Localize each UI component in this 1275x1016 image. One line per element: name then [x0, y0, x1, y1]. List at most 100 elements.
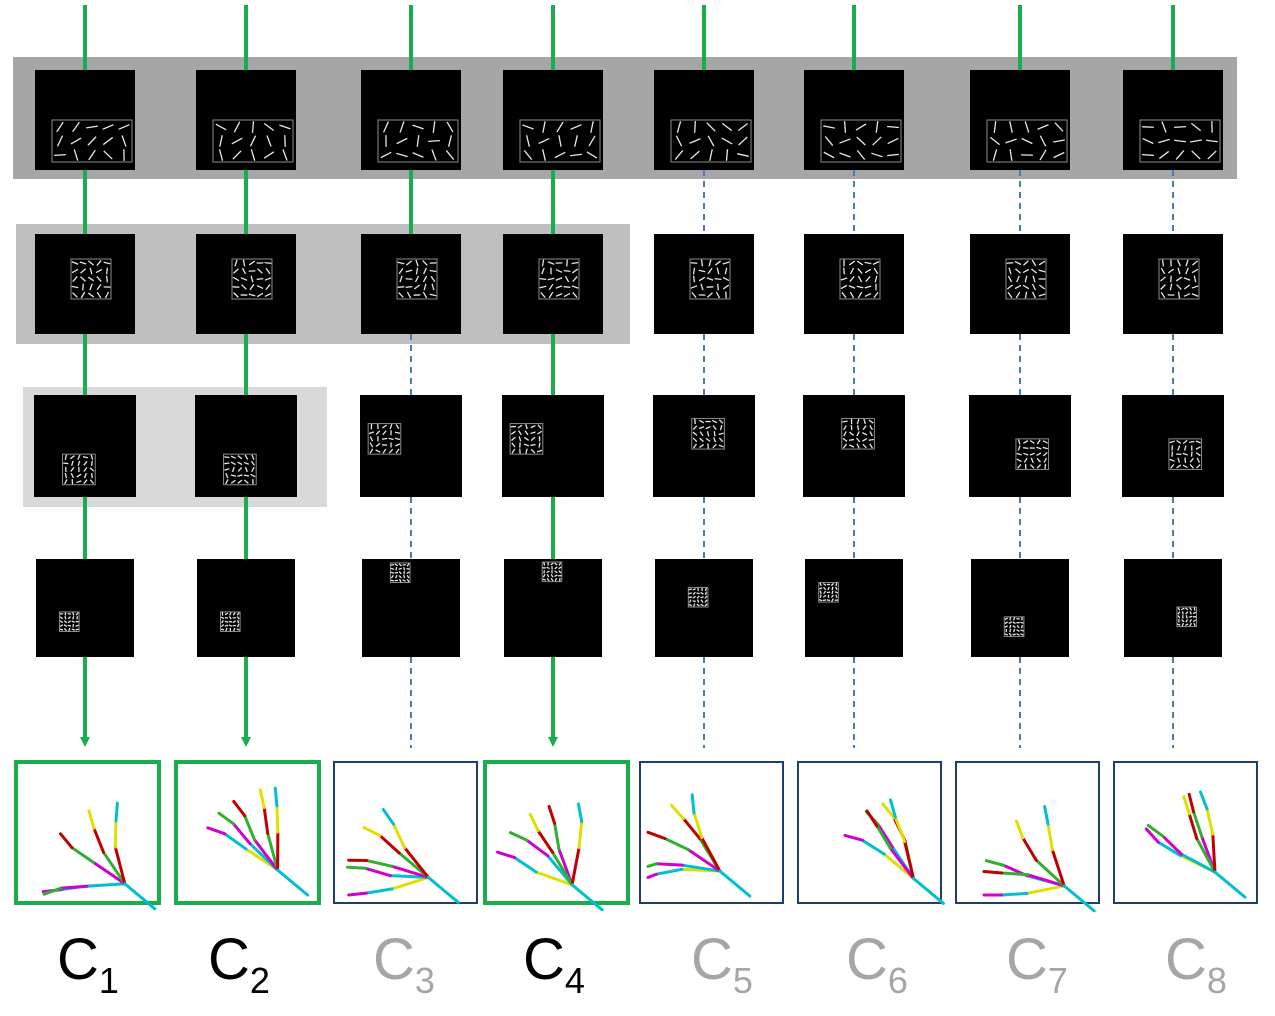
thumbnail-1-level-4 — [36, 559, 134, 657]
thumbnail-bg — [653, 395, 755, 497]
skeleton-bone — [1002, 873, 1028, 875]
feature-stroke — [564, 271, 571, 272]
thumbnail-8-level-2 — [1123, 234, 1223, 334]
feature-stroke — [708, 443, 709, 448]
pose-result-frame — [956, 762, 1099, 903]
thumbnail-6-level-2 — [804, 234, 904, 334]
feature-stroke — [691, 263, 698, 264]
feature-stroke — [1186, 615, 1187, 618]
pose-result-1 — [16, 762, 159, 909]
feature-stroke — [54, 155, 66, 156]
feature-stroke — [391, 568, 394, 569]
thumbnail-bg — [197, 559, 295, 657]
feature-stroke — [406, 279, 413, 280]
feature-stroke — [1022, 625, 1023, 628]
skeleton-bone — [349, 893, 367, 895]
feature-stroke — [107, 268, 108, 275]
thumbnail-5-level-3 — [653, 395, 755, 497]
candidate-index: 5 — [733, 960, 753, 1001]
thumbnail-bg — [503, 234, 603, 334]
skeleton-bone — [116, 803, 117, 821]
feature-stroke — [820, 595, 821, 598]
skeleton-bone — [61, 886, 87, 888]
thumbnail-bg — [805, 559, 903, 657]
pose-result-7 — [956, 762, 1099, 911]
thumbnail-bg — [971, 559, 1069, 657]
candidate-label-5: C5 — [647, 925, 797, 1016]
feature-stroke — [238, 620, 239, 623]
thumbnail-bg — [654, 234, 754, 334]
pose-result-8 — [1114, 762, 1257, 903]
feature-stroke — [869, 439, 874, 440]
pose-result-frame — [176, 762, 319, 903]
feature-stroke — [832, 587, 833, 590]
feature-stroke — [1023, 448, 1028, 449]
thumbnail-3-level-2 — [361, 234, 461, 334]
skeleton-bone — [275, 788, 277, 806]
feature-stroke — [1142, 155, 1154, 156]
feature-stroke — [92, 461, 93, 466]
thumbnail-7-level-2 — [970, 234, 1070, 334]
thumbnail-bg — [804, 234, 904, 334]
feature-stroke — [73, 612, 74, 615]
feature-stroke — [567, 260, 568, 267]
candidate-index: 1 — [99, 960, 119, 1001]
feature-stroke — [382, 439, 387, 440]
thumbnail-bg — [361, 234, 461, 334]
thumbnail-7-level-3 — [969, 395, 1071, 497]
thumbnail-3-level-1 — [361, 70, 461, 170]
feature-stroke — [820, 591, 821, 594]
feature-stroke — [1189, 441, 1194, 442]
thumbnail-bg — [655, 559, 753, 657]
feature-stroke — [849, 440, 854, 441]
feature-stroke — [265, 263, 272, 264]
candidate-label-2: C2 — [164, 925, 314, 1016]
feature-stroke — [823, 600, 826, 601]
thumbnail-bg — [196, 234, 296, 334]
feature-stroke — [395, 580, 398, 581]
skeleton-bone — [692, 795, 694, 813]
feature-stroke — [428, 141, 440, 142]
thumbnail-bg — [35, 234, 135, 334]
pose-result-5 — [640, 762, 783, 903]
feature-stroke — [406, 568, 409, 569]
feature-stroke — [540, 279, 547, 280]
feature-stroke — [225, 621, 228, 622]
skeleton-bone — [347, 867, 365, 868]
feature-stroke — [77, 616, 78, 619]
thumbnail-7-level-4 — [971, 559, 1069, 657]
pose-result-3 — [334, 762, 477, 903]
candidate-letter: C — [57, 927, 99, 992]
thumbnail-5-level-1 — [654, 70, 754, 170]
thumbnail-bg — [803, 395, 905, 497]
feature-stroke — [718, 284, 719, 291]
feature-stroke — [76, 629, 79, 630]
feature-stroke — [244, 475, 249, 476]
feature-stroke — [695, 419, 696, 424]
thumbnail-7-level-1 — [970, 70, 1070, 170]
feature-stroke — [65, 616, 66, 619]
feature-stroke — [391, 580, 394, 581]
feature-stroke — [693, 601, 696, 602]
feature-stroke — [694, 276, 695, 283]
feature-stroke — [224, 457, 229, 458]
thumbnail-6-level-1 — [804, 70, 904, 170]
feature-stroke — [1182, 611, 1183, 614]
pose-result-frame — [334, 762, 477, 903]
thumbnail-5-level-4 — [655, 559, 753, 657]
candidate-letter: C — [523, 927, 565, 992]
pose-result-boxes — [16, 762, 1257, 911]
skeleton-bone — [115, 821, 116, 847]
feature-stroke — [714, 431, 715, 436]
pose-result-6 — [798, 762, 943, 903]
candidate-index: 7 — [1048, 960, 1068, 1001]
thumbnail-2-level-4 — [197, 559, 295, 657]
candidate-label-1: C1 — [13, 925, 163, 1016]
thumbnail-6-level-4 — [805, 559, 903, 657]
thumbnail-bg — [502, 395, 604, 497]
pose-result-4 — [485, 762, 628, 910]
thumbnail-1-level-2 — [35, 234, 135, 334]
thumbnail-bg — [1123, 234, 1223, 334]
candidate-letter: C — [1006, 927, 1048, 992]
feature-stroke — [698, 600, 699, 603]
